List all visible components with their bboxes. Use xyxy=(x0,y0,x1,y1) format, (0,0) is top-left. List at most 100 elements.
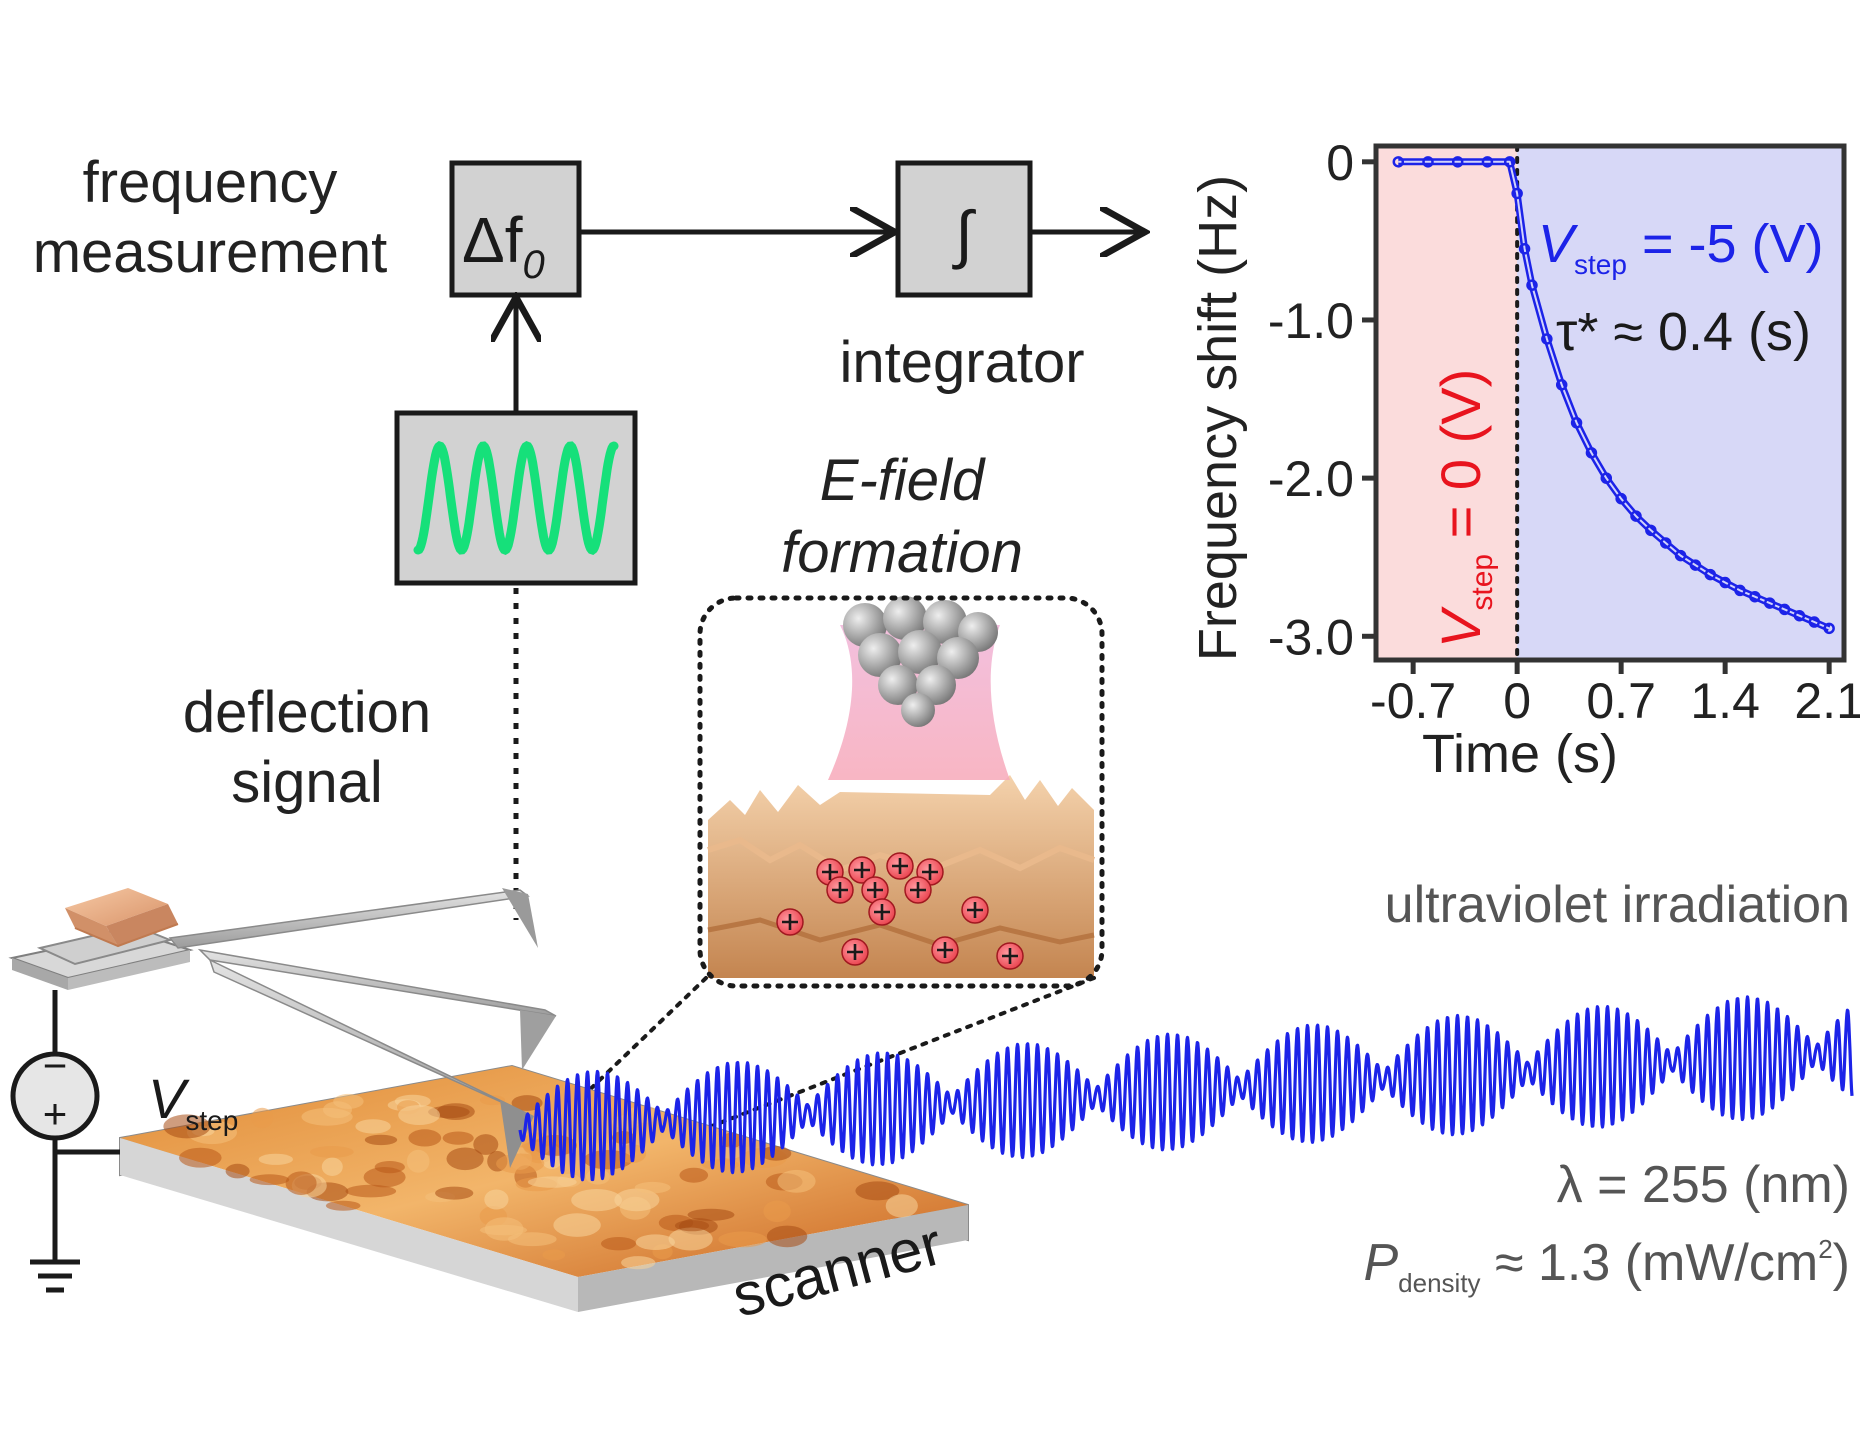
data-point xyxy=(1659,537,1672,549)
x-tick-1-4: 1.4 xyxy=(1690,673,1760,729)
tip-middle xyxy=(520,1010,556,1070)
surface-grain xyxy=(511,1095,543,1111)
positive-charges xyxy=(776,852,1024,970)
data-point xyxy=(1674,549,1687,562)
data-point xyxy=(1763,597,1776,609)
voltage-source-icon: − + xyxy=(10,1042,100,1141)
surface-grain xyxy=(179,1147,222,1168)
tau-annotation: τ* ≈ 0.4 (s) xyxy=(1556,302,1811,362)
surface-grain xyxy=(484,1189,509,1210)
surface-grain xyxy=(621,1256,656,1270)
surface-grain xyxy=(325,1200,361,1211)
deflection-label-line2: signal xyxy=(231,750,383,815)
surface-grain xyxy=(718,1231,767,1248)
delta-f0-box: Δf0 xyxy=(449,160,582,298)
x-tick-0: 0 xyxy=(1503,673,1531,729)
surface-grain xyxy=(522,1132,552,1156)
data-point xyxy=(1734,584,1746,597)
svg-text:−: − xyxy=(43,1042,68,1089)
region-label-vstep-minus5: Vstep = -5 (V) xyxy=(1538,214,1824,280)
surface-grain xyxy=(635,1234,676,1250)
data-point xyxy=(1823,622,1835,635)
plot-frame xyxy=(1373,143,1847,663)
data-point xyxy=(1585,447,1598,459)
surface-grain xyxy=(885,1194,918,1218)
x-tick-minus0-7: -0.7 xyxy=(1370,673,1456,729)
vstep-label: Vstep xyxy=(148,1067,238,1136)
surface-grain xyxy=(687,1208,735,1221)
efield-label-line2: formation xyxy=(781,520,1023,585)
data-point xyxy=(1689,559,1702,571)
surface-grain xyxy=(760,1146,792,1161)
surface-grain xyxy=(310,1146,354,1158)
plus-sign xyxy=(822,864,838,880)
ground-icon xyxy=(30,1259,80,1293)
plus-sign xyxy=(967,902,983,918)
data-point xyxy=(1422,156,1434,168)
svg-text:+: + xyxy=(43,1090,68,1137)
data-point xyxy=(1392,156,1405,168)
surface-grain xyxy=(601,1237,636,1251)
integrator-label: integrator xyxy=(839,330,1084,395)
plus-sign xyxy=(937,942,953,958)
surface-grain xyxy=(763,1200,791,1223)
chip-block xyxy=(65,888,179,948)
data-point xyxy=(1481,156,1494,168)
surface-grain xyxy=(527,1176,577,1188)
surface-grain xyxy=(571,1189,622,1212)
surface-grain xyxy=(163,1114,211,1139)
surface-grain xyxy=(553,1213,601,1237)
surface-grain xyxy=(406,1149,430,1173)
frequency-measurement-label-line2: measurement xyxy=(33,220,388,285)
x-tick-0-7: 0.7 xyxy=(1586,673,1656,729)
surface-grain xyxy=(442,1131,474,1145)
data-point xyxy=(1793,609,1806,622)
plus-sign xyxy=(892,858,908,874)
y-axis-title: Frequency shift (Hz) xyxy=(1188,175,1248,661)
surface-grain xyxy=(585,1169,610,1185)
surface-grain xyxy=(496,1153,545,1174)
data-point xyxy=(1451,156,1464,168)
frequency-measurement-label-line1: frequency xyxy=(83,150,338,215)
plus-sign xyxy=(922,864,938,880)
surface-texture xyxy=(163,1093,918,1270)
data-point xyxy=(1511,187,1523,200)
data-point xyxy=(1778,603,1791,616)
delta-f0-icon: Δf0 xyxy=(462,204,545,287)
surface-grain xyxy=(614,1188,660,1212)
sine-wave-icon xyxy=(413,440,619,556)
integral-icon: ∫ xyxy=(951,198,976,270)
cantilever-assembly xyxy=(8,888,557,1168)
plus-sign xyxy=(874,904,890,920)
data-point xyxy=(1526,279,1538,291)
surface-grain xyxy=(473,1134,499,1155)
surface-grain xyxy=(766,1225,808,1248)
data-point xyxy=(1555,379,1568,391)
surface-grain xyxy=(398,1105,440,1125)
data-point xyxy=(1600,472,1613,484)
surface-grain xyxy=(321,1157,343,1177)
scanner-stage xyxy=(119,1064,969,1312)
plus-sign xyxy=(1002,948,1018,964)
y-tick-minus3: -3.0 xyxy=(1268,609,1354,665)
data-point xyxy=(1630,510,1642,522)
plus-sign xyxy=(782,914,798,930)
surface-grain xyxy=(542,1249,566,1261)
y-tick-minus1: -1.0 xyxy=(1268,293,1354,349)
surface-grain xyxy=(374,1161,405,1174)
plus-sign xyxy=(867,882,883,898)
tip-upper xyxy=(502,888,538,948)
surface-grain xyxy=(345,1184,397,1198)
surface-grain xyxy=(249,1174,290,1186)
region-vstep-0 xyxy=(1376,146,1518,660)
power-density-label: Pdensity ≈ 1.3 (mW/cm2) xyxy=(1363,1234,1850,1298)
data-point xyxy=(1645,524,1657,537)
data-point xyxy=(1615,492,1627,505)
surface-grain xyxy=(855,1181,900,1201)
data-point xyxy=(1570,417,1583,429)
cantilever-upper xyxy=(168,889,530,949)
surface-grain xyxy=(285,1171,317,1195)
data-point xyxy=(1704,568,1717,581)
plus-sign xyxy=(854,862,870,878)
